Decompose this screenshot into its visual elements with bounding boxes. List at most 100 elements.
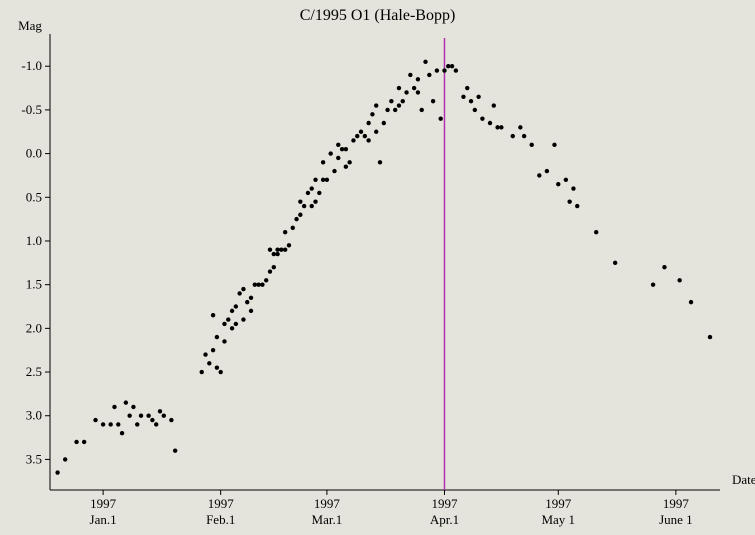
data-point	[442, 68, 446, 72]
x-tick-label: May 1	[541, 512, 575, 527]
data-point	[511, 134, 515, 138]
y-tick-label: -1.0	[21, 58, 42, 73]
data-point	[139, 414, 143, 418]
data-point	[374, 130, 378, 134]
data-point	[203, 352, 207, 356]
data-point	[518, 125, 522, 129]
data-point	[313, 178, 317, 182]
data-point	[306, 191, 310, 195]
data-point	[492, 103, 496, 107]
data-point	[154, 422, 158, 426]
y-tick-label: 0.5	[26, 189, 42, 204]
data-point	[564, 178, 568, 182]
data-point	[461, 95, 465, 99]
data-point	[283, 230, 287, 234]
data-point	[499, 125, 503, 129]
data-point	[101, 422, 105, 426]
data-point	[423, 60, 427, 64]
data-point	[465, 86, 469, 90]
data-point	[230, 309, 234, 313]
data-point	[302, 204, 306, 208]
data-point	[150, 418, 154, 422]
data-point	[207, 361, 211, 365]
data-point	[249, 296, 253, 300]
data-point	[594, 230, 598, 234]
data-point	[162, 414, 166, 418]
data-point	[412, 86, 416, 90]
data-point	[328, 151, 332, 155]
data-point	[567, 199, 571, 203]
data-point	[211, 313, 215, 317]
data-point	[651, 282, 655, 286]
x-tick-year: 1997	[663, 496, 690, 511]
y-axis-label: Mag	[18, 18, 42, 33]
y-tick-label: 2.5	[26, 364, 42, 379]
data-point	[473, 108, 477, 112]
data-point	[310, 204, 314, 208]
data-point	[135, 422, 139, 426]
data-point	[435, 68, 439, 72]
data-point	[82, 440, 86, 444]
data-point	[268, 269, 272, 273]
y-tick-label: 2.0	[26, 320, 42, 335]
data-point	[317, 191, 321, 195]
data-point	[613, 261, 617, 265]
y-tick-label: 1.5	[26, 277, 42, 292]
data-point	[120, 431, 124, 435]
data-point	[332, 169, 336, 173]
data-point	[287, 243, 291, 247]
data-point	[351, 138, 355, 142]
data-point	[450, 64, 454, 68]
data-point	[522, 134, 526, 138]
data-point	[211, 348, 215, 352]
data-point	[218, 370, 222, 374]
data-point	[63, 457, 67, 461]
data-point	[234, 304, 238, 308]
data-point	[298, 199, 302, 203]
data-point	[366, 121, 370, 125]
data-point	[226, 317, 230, 321]
data-point	[222, 322, 226, 326]
data-point	[237, 291, 241, 295]
data-point	[397, 86, 401, 90]
light-curve-scatter-chart: C/1995 O1 (Hale-Bopp)MagDate-1.0-0.50.00…	[0, 0, 755, 535]
data-point	[469, 99, 473, 103]
data-point	[313, 199, 317, 203]
data-point	[708, 335, 712, 339]
data-point	[158, 409, 162, 413]
data-point	[298, 213, 302, 217]
data-point	[431, 99, 435, 103]
data-point	[363, 134, 367, 138]
x-tick-year: 1997	[90, 496, 117, 511]
data-point	[389, 99, 393, 103]
data-point	[393, 108, 397, 112]
data-point	[275, 252, 279, 256]
data-point	[408, 73, 412, 77]
data-point	[215, 365, 219, 369]
x-tick-label: Apr.1	[430, 512, 459, 527]
data-point	[124, 400, 128, 404]
data-point	[416, 90, 420, 94]
data-point	[325, 178, 329, 182]
data-point	[416, 77, 420, 81]
data-point	[116, 422, 120, 426]
data-point	[495, 125, 499, 129]
data-point	[397, 103, 401, 107]
data-point	[677, 278, 681, 282]
data-point	[385, 108, 389, 112]
data-point	[662, 265, 666, 269]
data-point	[321, 178, 325, 182]
data-point	[230, 326, 234, 330]
data-point	[268, 248, 272, 252]
data-point	[275, 248, 279, 252]
data-point	[454, 68, 458, 72]
data-point	[241, 287, 245, 291]
data-point	[93, 418, 97, 422]
data-point	[245, 300, 249, 304]
data-point	[427, 73, 431, 77]
y-tick-label: 3.0	[26, 408, 42, 423]
data-point	[340, 147, 344, 151]
data-point	[279, 248, 283, 252]
data-point	[222, 339, 226, 343]
data-point	[283, 248, 287, 252]
